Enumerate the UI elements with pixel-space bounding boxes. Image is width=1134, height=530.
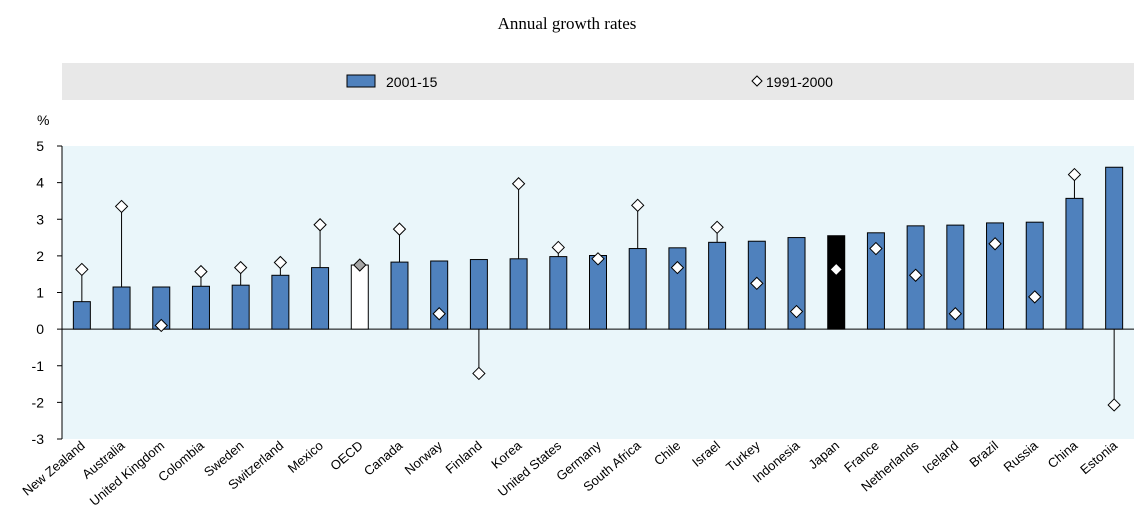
legend-box (62, 63, 1134, 100)
bar-united-states (549, 256, 568, 330)
bar-finland (469, 259, 488, 330)
y-tick-label: 3 (36, 211, 44, 227)
marker-iceland (948, 307, 963, 321)
marker-australia (114, 199, 129, 214)
x-label-iceland: Iceland (920, 438, 962, 476)
marker-brazil (988, 237, 1002, 251)
x-label-brazil: Brazil (966, 438, 1001, 470)
bar-canada (390, 261, 409, 330)
x-label-chile: Chile (651, 438, 683, 469)
bar-south-africa (628, 248, 647, 330)
marker-estonia (1107, 398, 1121, 412)
legend-label-bar: 2001-15 (386, 74, 438, 90)
bar-israel (708, 241, 727, 330)
marker-canada (392, 222, 407, 236)
marker-norway (432, 307, 446, 321)
legend-swatch-bar (346, 74, 376, 88)
y-tick-label: 5 (36, 138, 44, 154)
bar-germany (589, 255, 607, 330)
y-tick-label: -1 (32, 358, 45, 374)
marker-turkey (750, 276, 764, 291)
legend-swatch-marker (751, 75, 763, 87)
marker-japan (829, 262, 843, 277)
marker-netherlands (908, 268, 923, 282)
x-label-oecd: OECD (327, 438, 365, 474)
marker-united-kingdom (154, 318, 168, 333)
bar-colombia (191, 285, 210, 330)
markers (75, 167, 1121, 412)
marker-indonesia (789, 304, 804, 319)
bar-china (1065, 197, 1084, 330)
x-label-mexico: Mexico (285, 438, 326, 476)
bar-new-zealand (72, 301, 91, 330)
marker-oecd (353, 258, 367, 272)
bar-sweden (231, 284, 250, 330)
bar-mexico (311, 267, 330, 330)
bar-estonia (1105, 166, 1124, 330)
bar-chile (668, 247, 687, 330)
marker-korea (511, 177, 526, 191)
marker-germany (591, 252, 605, 266)
y-tick-label: -3 (32, 431, 45, 447)
bar-iceland (946, 224, 965, 330)
bar-brazil (986, 222, 1005, 330)
marker-france (869, 241, 883, 256)
x-label-china: China (1045, 437, 1081, 471)
x-label-norway: Norway (402, 437, 446, 477)
marker-sweden (233, 260, 248, 275)
y-tick-label: 2 (36, 248, 44, 264)
marker-finland (472, 366, 486, 381)
bar-japan (827, 235, 846, 330)
marker-switzerland (273, 255, 288, 270)
x-label-russia: Russia (1001, 437, 1042, 475)
marker-russia (1028, 290, 1042, 304)
marker-south-africa (630, 198, 645, 213)
bar-australia (112, 286, 131, 330)
y-tick-label: 4 (36, 175, 44, 191)
y-tick-label: 1 (36, 285, 44, 301)
x-label-new-zealand: New Zealand (19, 438, 87, 499)
bar-indonesia (787, 237, 806, 330)
bar-oecd (350, 264, 369, 330)
bar-russia (1025, 221, 1044, 330)
x-label-israel: Israel (689, 438, 723, 470)
marker-chile (670, 260, 685, 275)
y-axis-unit: % (37, 112, 49, 128)
marker-mexico (313, 218, 327, 232)
bar-france (866, 232, 885, 330)
x-label-finland: Finland (443, 438, 485, 477)
y-tick-label: 0 (36, 321, 44, 337)
marker-colombia (194, 264, 208, 279)
x-label-canada: Canada (361, 437, 406, 478)
legend: 2001-15 1991-2000 (346, 74, 833, 90)
x-label-japan: Japan (805, 438, 842, 472)
chart-title: Annual growth rates (497, 14, 637, 33)
bar-switzerland (271, 274, 290, 330)
marker-united-states (551, 240, 566, 255)
x-label-estonia: Estonia (1077, 437, 1120, 477)
y-tick-label: -2 (32, 394, 45, 410)
marker-china (1067, 167, 1082, 182)
legend-label-marker: 1991-2000 (766, 74, 833, 90)
marker-new-zealand (75, 262, 89, 277)
bar-korea (509, 258, 528, 330)
marker-israel (710, 220, 724, 235)
